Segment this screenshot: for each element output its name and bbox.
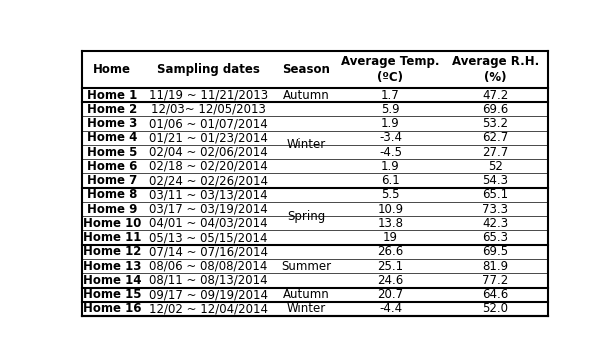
Text: 73.3: 73.3 — [483, 203, 508, 216]
Text: 5.5: 5.5 — [381, 188, 400, 201]
Text: 26.6: 26.6 — [378, 245, 403, 258]
Text: Season: Season — [282, 63, 330, 76]
Text: Home 15: Home 15 — [82, 288, 141, 301]
Text: Winter: Winter — [287, 138, 326, 151]
Text: 20.7: 20.7 — [378, 288, 403, 301]
Text: 02/24 ~ 02/26/2014: 02/24 ~ 02/26/2014 — [149, 174, 268, 187]
Text: 6.1: 6.1 — [381, 174, 400, 187]
Text: -4.4: -4.4 — [379, 302, 402, 315]
Text: Home 8: Home 8 — [87, 188, 137, 201]
Text: 13.8: 13.8 — [378, 217, 403, 230]
Text: Average R.H.
(%): Average R.H. (%) — [452, 55, 539, 84]
Text: 1.7: 1.7 — [381, 89, 400, 101]
Text: -4.5: -4.5 — [379, 146, 402, 158]
Text: 02/18 ~ 02/20/2014: 02/18 ~ 02/20/2014 — [149, 160, 268, 173]
Text: 65.3: 65.3 — [483, 231, 508, 244]
Text: Home 12: Home 12 — [83, 245, 141, 258]
Text: 02/04 ~ 02/06/2014: 02/04 ~ 02/06/2014 — [149, 146, 268, 158]
Text: 1.9: 1.9 — [381, 117, 400, 130]
Text: 62.7: 62.7 — [482, 131, 508, 144]
Text: Home 7: Home 7 — [87, 174, 137, 187]
Text: Home: Home — [93, 63, 131, 76]
Text: Summer: Summer — [281, 260, 332, 273]
Text: 01/06 ~ 01/07/2014: 01/06 ~ 01/07/2014 — [149, 117, 268, 130]
Text: Home 11: Home 11 — [83, 231, 141, 244]
Text: 77.2: 77.2 — [482, 274, 508, 287]
Text: Spring: Spring — [287, 210, 325, 223]
Text: Average Temp.
(ºC): Average Temp. (ºC) — [341, 55, 440, 84]
Text: 1.9: 1.9 — [381, 160, 400, 173]
Text: Sampling dates: Sampling dates — [157, 63, 260, 76]
Text: 69.5: 69.5 — [483, 245, 508, 258]
Text: 03/17 ~ 03/19/2014: 03/17 ~ 03/19/2014 — [149, 203, 268, 216]
Text: 01/21 ~ 01/23/2014: 01/21 ~ 01/23/2014 — [149, 131, 268, 144]
Text: 64.6: 64.6 — [482, 288, 508, 301]
Text: Autumn: Autumn — [283, 89, 330, 101]
Text: 25.1: 25.1 — [378, 260, 403, 273]
Text: 19: 19 — [383, 231, 398, 244]
Text: 65.1: 65.1 — [483, 188, 508, 201]
Text: 05/13 ~ 05/15/2014: 05/13 ~ 05/15/2014 — [149, 231, 268, 244]
Text: Home 9: Home 9 — [87, 203, 137, 216]
Text: 52: 52 — [488, 160, 503, 173]
Text: Winter: Winter — [287, 302, 326, 315]
Text: 03/11 ~ 03/13/2014: 03/11 ~ 03/13/2014 — [149, 188, 268, 201]
Text: Home 14: Home 14 — [82, 274, 141, 287]
Text: 5.9: 5.9 — [381, 103, 400, 116]
Text: Home 1: Home 1 — [87, 89, 137, 101]
Text: Home 10: Home 10 — [83, 217, 141, 230]
Text: 08/06 ~ 08/08/2014: 08/06 ~ 08/08/2014 — [149, 260, 268, 273]
Text: Home 3: Home 3 — [87, 117, 137, 130]
Text: 54.3: 54.3 — [483, 174, 508, 187]
Text: 24.6: 24.6 — [378, 274, 403, 287]
Text: 04/01 ~ 04/03/2014: 04/01 ~ 04/03/2014 — [149, 217, 268, 230]
Text: 53.2: 53.2 — [483, 117, 508, 130]
Text: -3.4: -3.4 — [379, 131, 402, 144]
Text: 12/02 ~ 12/04/2014: 12/02 ~ 12/04/2014 — [149, 302, 268, 315]
Text: 47.2: 47.2 — [482, 89, 508, 101]
Text: Home 13: Home 13 — [83, 260, 141, 273]
Text: Autumn: Autumn — [283, 288, 330, 301]
Text: Home 6: Home 6 — [87, 160, 137, 173]
Text: 07/14 ~ 07/16/2014: 07/14 ~ 07/16/2014 — [149, 245, 268, 258]
Text: Home 4: Home 4 — [87, 131, 137, 144]
Text: 27.7: 27.7 — [482, 146, 508, 158]
Text: Home 5: Home 5 — [87, 146, 137, 158]
Text: 42.3: 42.3 — [483, 217, 508, 230]
Text: Home 2: Home 2 — [87, 103, 137, 116]
Text: 08/11 ~ 08/13/2014: 08/11 ~ 08/13/2014 — [149, 274, 268, 287]
Text: 11/19 ~ 11/21/2013: 11/19 ~ 11/21/2013 — [149, 89, 268, 101]
Text: 09/17 ~ 09/19/2014: 09/17 ~ 09/19/2014 — [149, 288, 268, 301]
Text: 12/03~ 12/05/2013: 12/03~ 12/05/2013 — [151, 103, 266, 116]
Text: 81.9: 81.9 — [483, 260, 508, 273]
Text: 10.9: 10.9 — [378, 203, 403, 216]
Text: Home 16: Home 16 — [82, 302, 141, 315]
Text: 52.0: 52.0 — [483, 302, 508, 315]
Text: 69.6: 69.6 — [482, 103, 508, 116]
